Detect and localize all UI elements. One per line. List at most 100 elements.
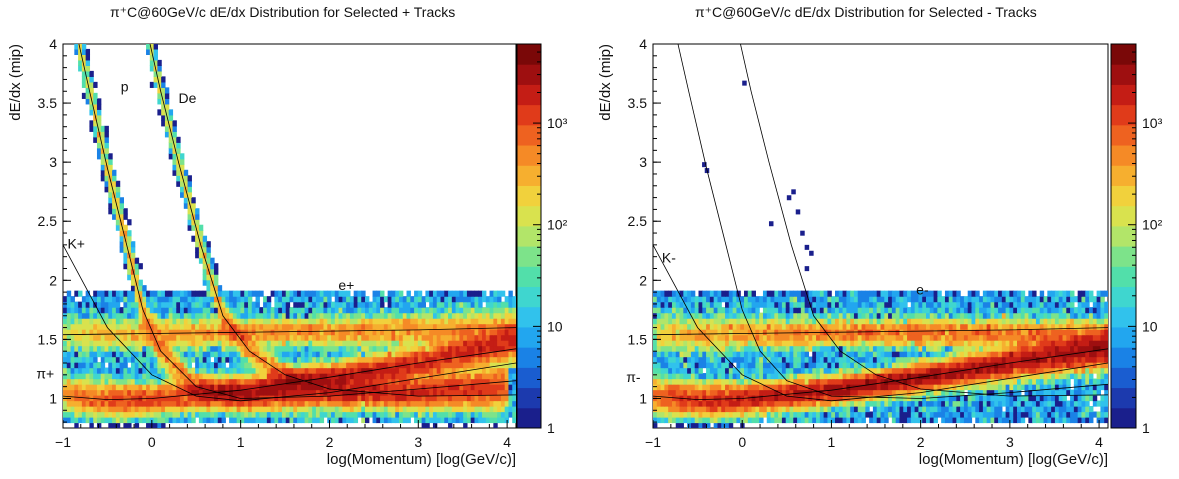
hist-cell <box>656 367 662 374</box>
hist-cell <box>89 345 94 352</box>
hist-cell <box>210 318 215 325</box>
hist-cell <box>146 44 151 50</box>
hist-cell <box>104 186 109 193</box>
hist-cell <box>236 384 242 391</box>
hist-cell <box>660 417 665 424</box>
hist-cell <box>1104 362 1108 369</box>
hist-cell <box>1062 351 1067 358</box>
hist-cell <box>161 356 166 363</box>
hist-cell <box>683 400 688 407</box>
hist-cell <box>312 367 317 374</box>
hist-cell <box>210 373 215 380</box>
hist-cell <box>819 406 825 413</box>
hist-cell <box>214 417 219 424</box>
hist-cell <box>478 329 483 336</box>
hist-cell <box>679 378 684 385</box>
hist-cell <box>115 367 121 374</box>
hist-cell <box>342 356 347 363</box>
hist-cell <box>421 395 426 402</box>
hist-cell <box>127 307 132 314</box>
hist-cell <box>819 395 825 402</box>
hist-cell <box>285 334 291 341</box>
hist-cell <box>827 384 832 391</box>
hist-cell <box>1028 345 1033 352</box>
hist-cell <box>414 334 419 341</box>
hist-cell <box>247 312 253 319</box>
hist-cell <box>168 329 174 336</box>
hist-cell <box>432 334 438 341</box>
hist-cell <box>225 411 230 418</box>
hist-cell <box>308 400 313 407</box>
hist-cell <box>823 417 829 424</box>
hist-cell <box>115 213 121 220</box>
hist-cell <box>455 318 460 325</box>
hist-cell <box>937 395 942 402</box>
hist-cell <box>933 389 938 396</box>
hist-cell <box>436 323 442 330</box>
hist-cell <box>357 400 362 407</box>
hist-cell <box>96 296 102 303</box>
hist-cell <box>660 351 665 358</box>
hist-cell <box>85 98 91 105</box>
hist-cell <box>198 290 204 297</box>
hist-cell <box>112 362 117 369</box>
hist-cell <box>115 384 121 391</box>
hist-cell <box>108 175 113 182</box>
hist-cell <box>221 373 226 380</box>
hist-cell <box>191 356 196 363</box>
hist-cell <box>308 367 313 374</box>
hist-cell <box>130 334 136 341</box>
hist-cell <box>508 373 513 380</box>
hist-cell <box>376 340 381 347</box>
hist-cell <box>130 351 136 358</box>
hist-cell <box>240 356 245 363</box>
hist-cell <box>323 345 328 352</box>
hist-cell <box>119 362 124 369</box>
hist-cell <box>706 373 711 380</box>
hist-cell <box>74 312 79 319</box>
hist-cell <box>172 417 177 424</box>
hist-cell <box>1066 384 1071 391</box>
hist-cell <box>774 395 779 402</box>
hist-cell <box>755 351 760 358</box>
hist-cell <box>236 351 242 358</box>
hist-cell <box>202 367 208 374</box>
hist-cell <box>112 367 117 374</box>
hist-cell <box>1070 373 1075 380</box>
hist-cell <box>142 417 147 424</box>
hist-cell <box>93 340 98 347</box>
hist-cell <box>508 351 513 358</box>
hist-cell <box>432 307 438 314</box>
hist-cell <box>474 389 479 396</box>
hist-cell <box>1070 356 1075 363</box>
hist-cell <box>202 241 208 248</box>
hist-cell <box>195 312 200 319</box>
hist-cell <box>948 417 954 424</box>
hist-cell <box>872 400 878 407</box>
hist-cell <box>104 345 109 352</box>
hist-cell <box>149 351 155 358</box>
hist-cell <box>176 323 181 330</box>
hist-cell <box>402 301 408 308</box>
hist-cell <box>172 323 177 330</box>
hist-cell <box>751 378 756 385</box>
y-tick-label: 1.5 <box>38 331 58 347</box>
hist-cell <box>736 345 741 352</box>
hist-cell <box>357 290 362 297</box>
hist-cell <box>221 296 226 303</box>
hist-cell <box>725 395 730 402</box>
hist-cell <box>398 378 404 385</box>
hist-cell <box>115 406 121 413</box>
hist-cell <box>342 367 347 374</box>
hist-cell <box>982 373 988 380</box>
hist-cell <box>937 373 942 380</box>
hist-cell <box>63 378 68 385</box>
hist-cell <box>1066 400 1071 407</box>
hist-cell <box>115 290 121 297</box>
hist-cell <box>66 301 72 308</box>
hist-cell <box>157 70 162 77</box>
hist-cell <box>455 395 460 402</box>
hist-cell <box>493 312 498 319</box>
hist-cell <box>1047 417 1052 424</box>
hist-cell <box>300 411 306 418</box>
